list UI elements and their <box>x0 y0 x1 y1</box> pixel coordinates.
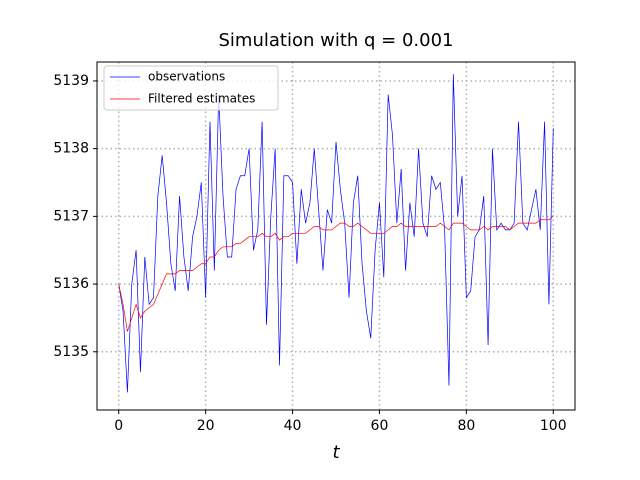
x-tick-label: 80 <box>457 418 475 434</box>
y-tick-label: 5138 <box>53 141 89 157</box>
y-tick-label: 5135 <box>53 344 89 360</box>
series-line <box>118 216 554 332</box>
x-axis-label: t <box>332 442 340 463</box>
x-tick-label: 0 <box>114 418 123 434</box>
y-tick-label: 5139 <box>53 73 89 89</box>
y-tick-label: 5137 <box>53 208 89 224</box>
chart-title: Simulation with q = 0.001 <box>219 30 454 51</box>
legend-box <box>103 65 279 111</box>
x-tick-label: 60 <box>371 418 389 434</box>
y-tick-label: 5136 <box>53 276 89 292</box>
x-tick-label: 100 <box>540 418 567 434</box>
x-tick-label: 40 <box>284 418 302 434</box>
series-line <box>118 74 554 393</box>
plot-frame <box>96 61 576 411</box>
legend-label: observations <box>148 70 225 84</box>
legend-label: Filtered estimates <box>148 92 255 106</box>
x-tick-label: 20 <box>197 418 215 434</box>
